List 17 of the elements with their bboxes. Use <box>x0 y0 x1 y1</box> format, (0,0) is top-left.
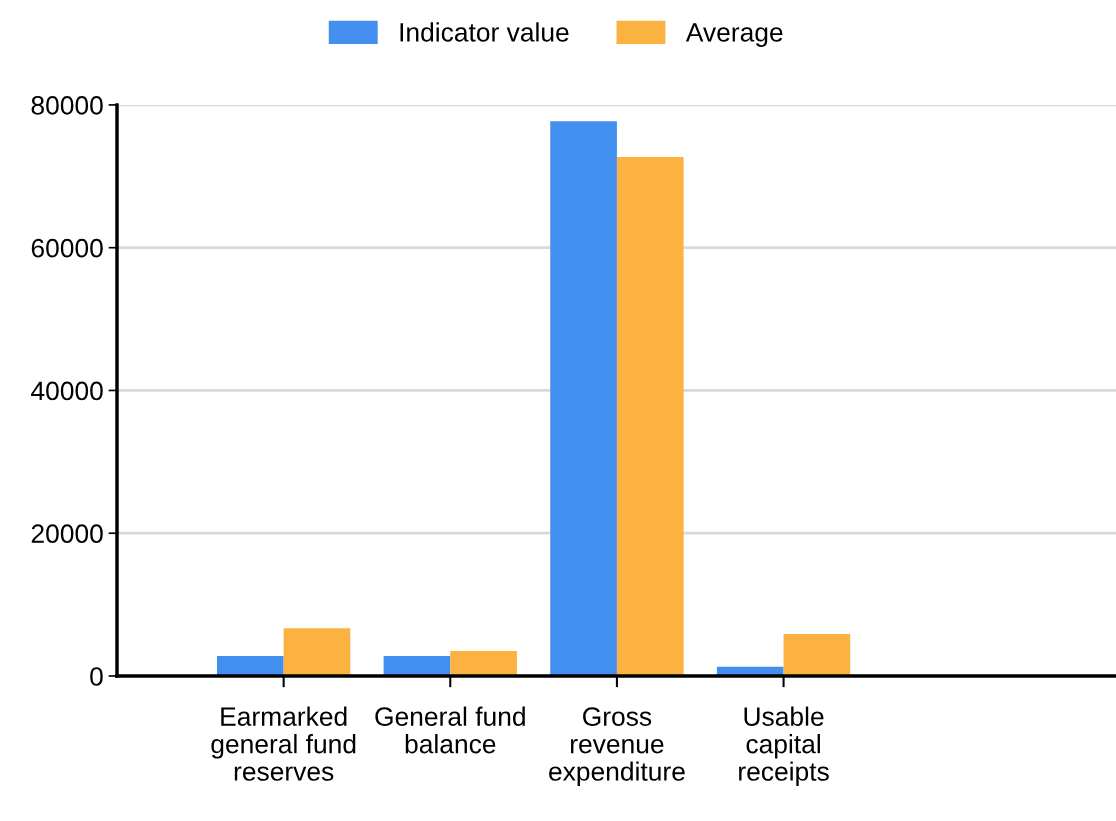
x-tick-label: Earmarked general fund reserves <box>211 706 356 781</box>
bar <box>783 633 851 676</box>
y-tick-label: 0 <box>90 667 103 686</box>
legend-label: Average <box>685 23 783 47</box>
x-tick-label: Gross revenue expenditure <box>549 707 685 787</box>
bar <box>216 656 284 676</box>
x-tick-label: Usable capital receipts <box>739 706 829 787</box>
x-tick-label: General fund balance <box>375 706 525 754</box>
bar <box>616 157 684 676</box>
y-tick-label: 60000 <box>31 238 103 258</box>
y-tick-label: 40000 <box>31 381 103 401</box>
y-tick-label: 80000 <box>31 96 103 115</box>
legend-label: Indicator value <box>400 22 569 42</box>
bar <box>283 628 351 676</box>
bar <box>450 651 517 676</box>
bar <box>550 121 617 676</box>
y-tick-label: 20000 <box>31 524 103 544</box>
